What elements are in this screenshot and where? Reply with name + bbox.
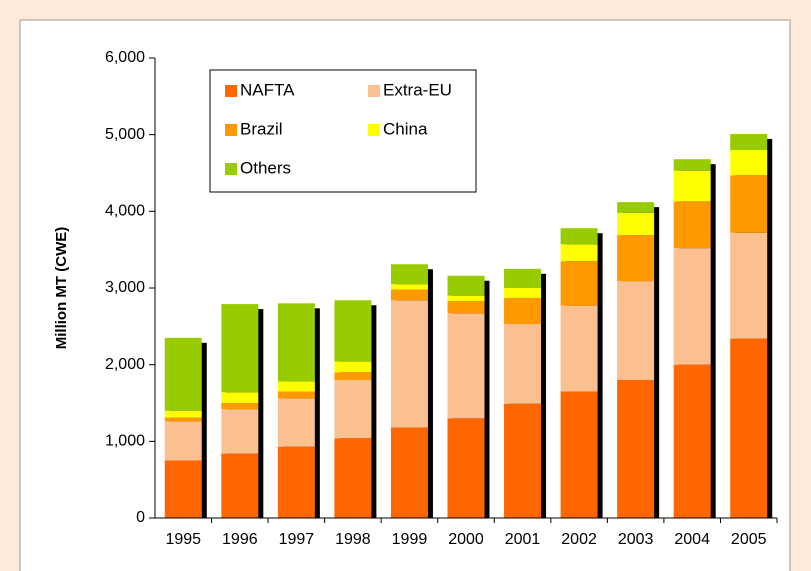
- bar-segment: [277, 303, 315, 382]
- bar-segment: [504, 297, 542, 325]
- bar-segment: [164, 337, 202, 411]
- legend-label: Brazil: [240, 119, 283, 138]
- bar-segment: [730, 175, 768, 233]
- bar-segment: [730, 338, 768, 518]
- y-axis-title: Million MT (CWE): [53, 227, 70, 349]
- bar-segment: [673, 201, 711, 249]
- y-tick-label: 2,000: [105, 356, 145, 373]
- bar-segment: [334, 300, 372, 362]
- bar-segment: [673, 364, 711, 518]
- bar-segment: [447, 301, 485, 314]
- bar-segment: [334, 361, 372, 373]
- y-tick-label: 0: [136, 509, 145, 526]
- y-tick-label: 1,000: [105, 433, 145, 450]
- bar-segment: [673, 248, 711, 365]
- bar-segment: [334, 380, 372, 439]
- bar-segment: [617, 235, 655, 282]
- bar-segment: [560, 228, 598, 245]
- bar-segment: [390, 289, 428, 301]
- bar-segment: [504, 268, 542, 288]
- legend-box: [209, 69, 477, 193]
- bar-segment: [617, 281, 655, 380]
- bar-segment: [447, 295, 485, 302]
- y-tick-label: 6,000: [105, 49, 145, 66]
- x-tick-label: 2002: [561, 531, 597, 548]
- bar-segment: [390, 300, 428, 428]
- x-tick-label: 1995: [165, 531, 201, 548]
- bar-segment: [447, 313, 485, 419]
- bar-segment: [221, 409, 259, 454]
- legend-label: Extra-EU: [383, 80, 452, 99]
- bar-segment: [447, 275, 485, 296]
- legend-label: China: [383, 119, 428, 138]
- legend-swatch: [368, 124, 380, 136]
- bar-segment: [164, 410, 202, 418]
- bar-segment: [277, 381, 315, 392]
- x-tick-label: 2003: [618, 531, 654, 548]
- bar-segment: [221, 304, 259, 393]
- bar-segment: [164, 460, 202, 518]
- bar-segment: [390, 264, 428, 285]
- bar-segment: [277, 391, 315, 399]
- legend-swatch: [368, 85, 380, 97]
- y-tick-label: 4,000: [105, 203, 145, 220]
- x-tick-label: 1998: [335, 531, 371, 548]
- bar-segment: [673, 170, 711, 202]
- bar-segment: [730, 150, 768, 176]
- bar-segment: [504, 324, 542, 404]
- legend-swatch: [225, 85, 237, 97]
- bar-segment: [560, 244, 598, 262]
- legend: NAFTA Extra-EU Brazil China Others: [209, 69, 477, 193]
- bar-segment: [560, 305, 598, 392]
- bar-segment: [504, 403, 542, 518]
- legend-swatch: [225, 124, 237, 136]
- legend-label: Others: [240, 158, 291, 177]
- x-tick-label: 2005: [731, 531, 767, 548]
- bar-segment: [164, 417, 202, 422]
- x-tick-label: 2001: [505, 531, 541, 548]
- bar-segment: [277, 398, 315, 447]
- bar-segment: [221, 392, 259, 403]
- x-tick-label: 1997: [279, 531, 315, 548]
- bar-segment: [617, 212, 655, 236]
- bar-segment: [221, 403, 259, 410]
- y-tick-label: 3,000: [105, 279, 145, 296]
- x-tick-label: 1999: [392, 531, 428, 548]
- bar-segment: [390, 284, 428, 290]
- bar-segment: [390, 427, 428, 518]
- bar-segment: [560, 261, 598, 306]
- bar-segment: [560, 391, 598, 518]
- bar-segment: [730, 232, 768, 339]
- bar-segment: [730, 133, 768, 150]
- bar-segment: [617, 202, 655, 213]
- y-tick-label: 5,000: [105, 126, 145, 143]
- bar-segment: [673, 159, 711, 171]
- bar-segment: [334, 372, 372, 380]
- bar-segment: [164, 421, 202, 461]
- bar-segment: [334, 438, 372, 518]
- legend-label: NAFTA: [240, 80, 295, 99]
- bar-segment: [221, 453, 259, 518]
- x-tick-label: 2004: [674, 531, 710, 548]
- legend-swatch: [225, 163, 237, 175]
- x-tick-label: 1996: [222, 531, 258, 548]
- bar-segment: [277, 446, 315, 518]
- bar-segment: [617, 380, 655, 518]
- bar-segment: [504, 288, 542, 298]
- bar-segment: [447, 418, 485, 518]
- x-tick-label: 2000: [448, 531, 484, 548]
